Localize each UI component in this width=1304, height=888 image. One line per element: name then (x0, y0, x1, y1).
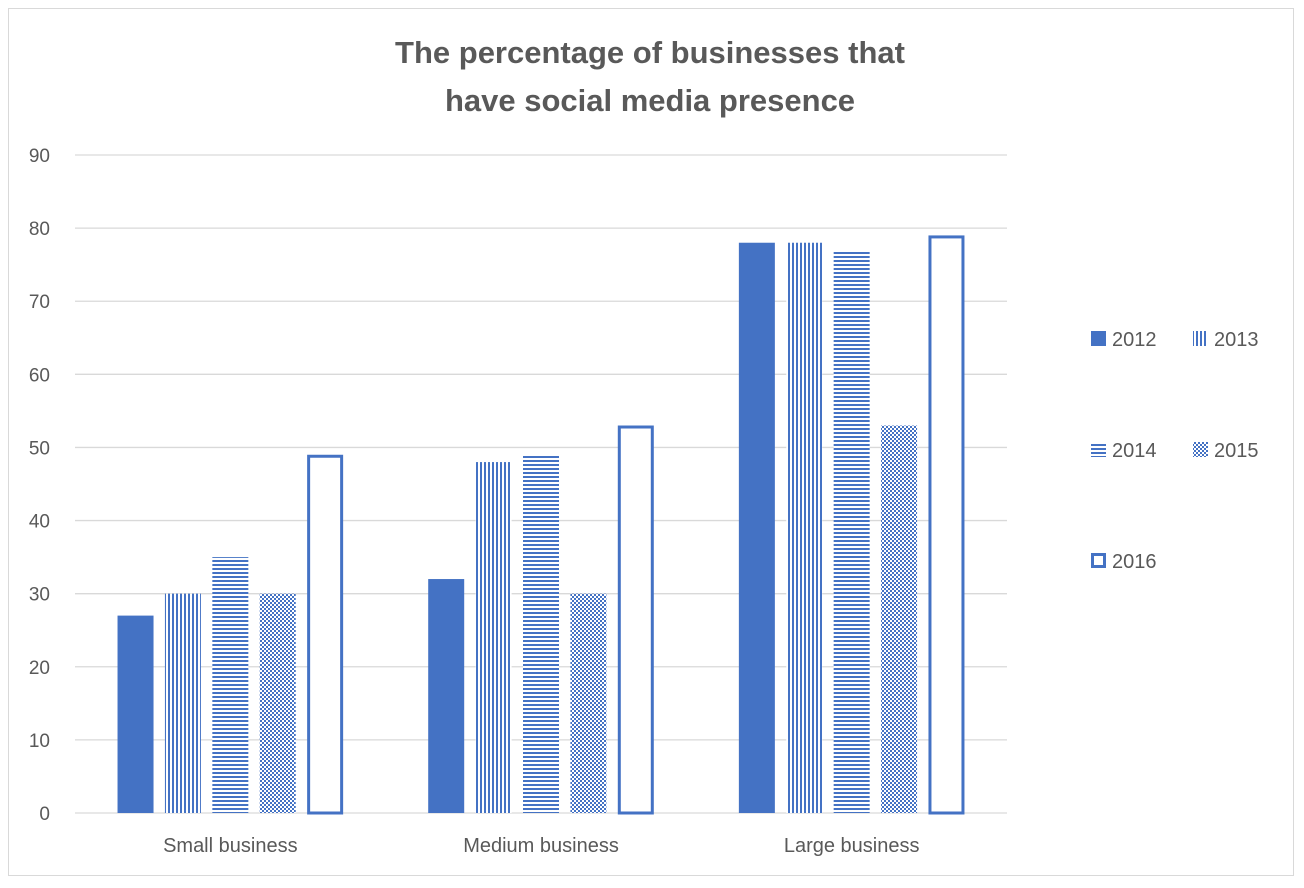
legend-label-2012: 2012 (1112, 329, 1157, 351)
legend-swatch-2014 (1091, 442, 1106, 457)
y-tick-label: 50 (29, 438, 50, 459)
bar-2012-small-business (117, 615, 154, 813)
bar-2012-large-business (738, 242, 775, 813)
legend-label-2014: 2014 (1112, 440, 1157, 462)
y-tick-label: 10 (29, 731, 50, 752)
x-axis-categories: Small business Medium business Large busin… (163, 835, 919, 857)
bar-2014-small-business (212, 557, 249, 813)
y-tick-label: 30 (29, 585, 50, 606)
legend: 2012 2013 2014 2015 2016 (1091, 329, 1259, 573)
bar-2016-small-business (307, 454, 344, 815)
bar-2012-medium-business (428, 579, 465, 813)
bar-2016-large-business (928, 235, 965, 815)
bars (117, 235, 965, 815)
y-tick-label: 80 (29, 219, 50, 240)
bar-2015-large-business (881, 425, 918, 813)
legend-label-2015: 2015 (1214, 440, 1259, 462)
bar-2014-large-business (833, 250, 870, 814)
x-category-label: Small business (163, 835, 298, 857)
legend-swatch-2015 (1193, 442, 1208, 457)
y-tick-label: 40 (29, 512, 50, 533)
y-tick-label: 90 (29, 146, 50, 167)
y-tick-label: 70 (29, 292, 50, 313)
legend-label-2016: 2016 (1112, 551, 1157, 573)
y-axis-ticks: 0 10 20 30 40 50 60 70 80 90 (29, 146, 50, 825)
bar-2016-medium-business (617, 425, 654, 815)
bar-2015-small-business (259, 593, 296, 813)
legend-swatch-2016 (1091, 553, 1106, 568)
chart-title-line-1: The percentage of businesses that (395, 35, 905, 70)
y-tick-label: 60 (29, 365, 50, 386)
chart-title-line-2: have social media presence (445, 83, 855, 118)
bar-2014-medium-business (523, 454, 559, 813)
bar-2013-large-business (786, 242, 823, 813)
x-category-label: Large business (784, 835, 920, 857)
bar-2015-medium-business (570, 593, 607, 813)
legend-swatch-2013 (1193, 331, 1208, 346)
bar-2013-medium-business (475, 462, 512, 813)
x-category-label: Medium business (463, 835, 619, 857)
y-tick-label: 0 (39, 804, 50, 825)
bar-2013-small-business (164, 593, 201, 813)
y-tick-label: 20 (29, 658, 50, 679)
legend-label-2013: 2013 (1214, 329, 1259, 351)
legend-swatch-2012 (1091, 331, 1106, 346)
